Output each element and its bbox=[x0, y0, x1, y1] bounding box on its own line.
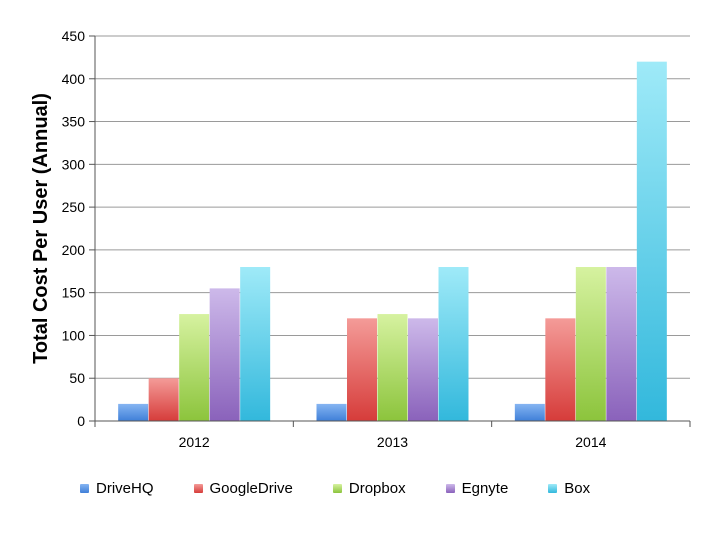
legend-swatch bbox=[445, 483, 455, 493]
y-tick-label: 0 bbox=[77, 413, 85, 429]
legend-label: Box bbox=[564, 479, 591, 497]
legend-label: Dropbox bbox=[348, 479, 406, 497]
y-tick-label: 250 bbox=[62, 199, 86, 215]
bar-box-2012 bbox=[240, 267, 271, 421]
legend-swatch bbox=[548, 483, 558, 493]
bar-box-2013 bbox=[438, 267, 469, 421]
bar-dropbox-2014 bbox=[575, 267, 606, 421]
bar-egnyte-2014 bbox=[606, 267, 637, 421]
legend-label: Egnyte bbox=[461, 479, 509, 497]
bar-drivehq-2014 bbox=[514, 403, 545, 421]
legend-item-box: Box bbox=[548, 480, 590, 497]
legend-swatch bbox=[193, 483, 203, 493]
legend-swatch bbox=[332, 483, 342, 493]
legend-item-drivehq: DriveHQ bbox=[80, 480, 154, 497]
bar-egnyte-2013 bbox=[408, 318, 438, 421]
bar-googledrive-2014 bbox=[545, 318, 576, 421]
y-tick-label: 100 bbox=[62, 327, 86, 343]
bar-dropbox-2012 bbox=[179, 314, 210, 421]
legend-item-googledrive: GoogleDrive bbox=[193, 479, 293, 497]
y-tick-label: 200 bbox=[62, 242, 86, 258]
y-tick-label: 350 bbox=[62, 114, 86, 130]
y-tick-label: 50 bbox=[69, 370, 85, 386]
bar-googledrive-2013 bbox=[347, 318, 377, 421]
bar-egnyte-2012 bbox=[209, 288, 240, 421]
bar-drivehq-2013 bbox=[316, 403, 347, 421]
legend-item-dropbox: Dropbox bbox=[332, 479, 406, 497]
bar-chart: 0 50 100 150 200 250 300 350 400 450 2012 2013 2014 T… bbox=[30, 28, 691, 450]
legend-swatch bbox=[80, 483, 89, 493]
x-tick-label: 2014 bbox=[575, 434, 606, 450]
chart-legend: DriveHQ GoogleDrive Dropbox Egnyte Box bbox=[80, 476, 700, 500]
y-tick-label: 400 bbox=[62, 71, 86, 87]
bar-googledrive-2012 bbox=[148, 378, 179, 421]
y-tick-label: 300 bbox=[62, 156, 86, 172]
legend-item-egnyte: Egnyte bbox=[445, 479, 509, 497]
bar-dropbox-2013 bbox=[377, 314, 408, 421]
x-tick-label: 2012 bbox=[179, 434, 210, 450]
x-tick-label: 2013 bbox=[377, 434, 408, 450]
bar-box-2014 bbox=[636, 61, 667, 422]
y-axis-title: Total Cost Per User (Annual) bbox=[30, 93, 52, 364]
legend-label: DriveHQ bbox=[96, 479, 154, 497]
y-tick-label: 150 bbox=[62, 285, 86, 301]
legend-label: GoogleDrive bbox=[209, 479, 293, 497]
y-tick-label: 450 bbox=[62, 28, 86, 44]
bar-drivehq-2012 bbox=[118, 403, 149, 421]
